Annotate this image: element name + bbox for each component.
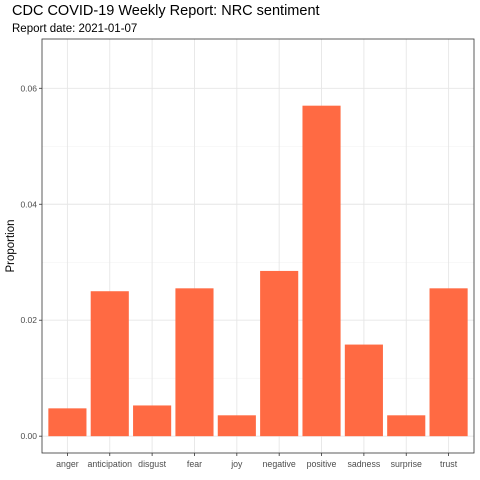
y-axis-ticks: 0.00 0.02 0.04 0.06 — [20, 83, 42, 441]
bar-fear — [175, 288, 214, 437]
x-tick-label-sadness: sadness — [347, 459, 380, 469]
y-tick-label: 0.00 — [20, 431, 37, 441]
bar-anticipation — [90, 291, 129, 437]
x-tick-label-anger: anger — [56, 459, 79, 469]
chart-subtitle: Report date: 2021-01-07 — [12, 23, 138, 35]
x-tick-label-positive: positive — [307, 459, 337, 469]
bar-negative — [260, 270, 299, 437]
bars — [48, 105, 468, 437]
bar-positive — [302, 105, 341, 437]
x-tick-label-surprise: surprise — [391, 459, 422, 469]
y-tick-label: 0.04 — [20, 199, 37, 209]
x-tick-label-anticipation: anticipation — [88, 459, 133, 469]
x-tick-label-negative: negative — [263, 459, 296, 469]
x-tick-label-joy: joy — [230, 459, 243, 469]
y-tick-label: 0.02 — [20, 315, 37, 325]
bar-surprise — [387, 415, 426, 437]
x-tick-label-trust: trust — [440, 459, 458, 469]
y-tick-label: 0.06 — [20, 83, 37, 93]
x-tick-label-fear: fear — [187, 459, 202, 469]
bar-sadness — [344, 344, 383, 437]
chart-title: CDC COVID-19 Weekly Report: NRC sentimen… — [12, 3, 320, 19]
x-axis-ticks: anger anticipation disgust fear joy negative p… — [56, 453, 458, 469]
panel-border — [41, 38, 475, 454]
x-tick-label-disgust: disgust — [138, 459, 166, 469]
bar-joy — [217, 415, 256, 437]
bar-trust — [429, 288, 468, 437]
bar-anger — [48, 408, 87, 437]
y-axis-label: Proportion — [5, 219, 17, 272]
bar-disgust — [133, 405, 172, 437]
